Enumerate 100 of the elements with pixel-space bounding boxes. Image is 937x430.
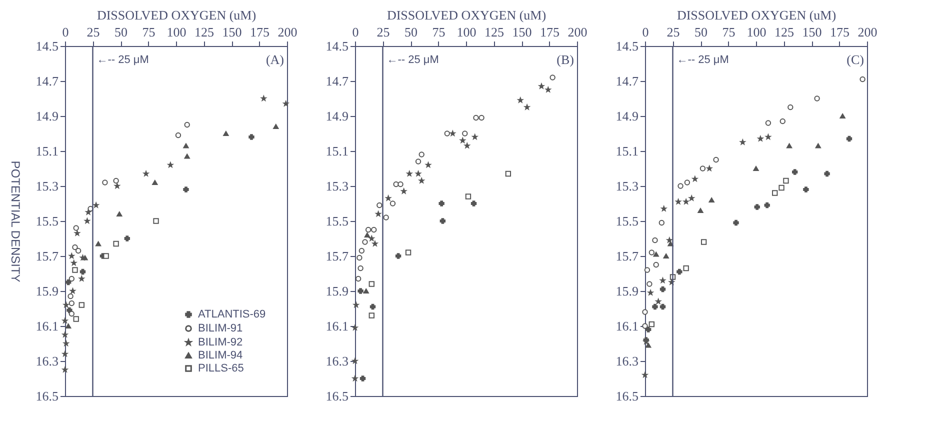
point <box>684 180 690 186</box>
x-tick-label: 125 <box>194 24 214 40</box>
point <box>783 178 789 184</box>
y-tick-label: 14.9 <box>326 108 348 124</box>
x-tick-label: 125 <box>774 24 794 40</box>
point <box>395 253 402 259</box>
point <box>223 130 229 136</box>
point <box>753 166 759 172</box>
point <box>764 202 770 208</box>
point <box>444 130 450 136</box>
point <box>642 309 648 315</box>
point <box>360 376 366 382</box>
point <box>72 267 78 273</box>
x-tick-label: 100 <box>166 24 186 40</box>
point <box>184 122 190 128</box>
point <box>470 200 477 206</box>
point <box>765 120 772 126</box>
y-tick-label: 15.1 <box>616 144 638 158</box>
legend-label: PILLS-65 <box>198 362 244 374</box>
y-tick-label: 16.5 <box>326 388 348 404</box>
point <box>184 154 190 159</box>
y-tick-label: 16.5 <box>36 388 58 404</box>
ref-line-label: ←-- 25 μM <box>96 54 149 66</box>
point <box>648 321 655 328</box>
point <box>273 124 279 130</box>
point <box>653 262 659 268</box>
x-tick-label: 0 <box>642 24 649 40</box>
x-axis-title: DISSOLVED OXYGEN (uM) <box>96 8 256 22</box>
legend-label: BILIM-92 <box>198 336 243 348</box>
point <box>113 240 119 247</box>
y-tick-label: 15.5 <box>326 214 348 228</box>
x-tick-label: 100 <box>746 24 766 40</box>
point <box>786 143 792 148</box>
legend-label: BILIM-91 <box>198 322 243 334</box>
point <box>183 186 189 192</box>
point <box>642 323 648 329</box>
point <box>550 74 556 80</box>
point <box>248 134 254 140</box>
point <box>778 184 784 191</box>
point <box>102 180 108 186</box>
x-tick-label: 25 <box>666 24 680 40</box>
x-tick-label: 25 <box>86 24 100 40</box>
y-tick-label: 15.9 <box>326 284 348 298</box>
y-tick-label: 15.3 <box>616 178 638 194</box>
point <box>358 248 365 254</box>
y-tick-label: 14.7 <box>326 74 349 88</box>
point <box>663 253 669 259</box>
point <box>175 132 182 138</box>
x-axis-title: DISSOLVED OXYGEN (uM) <box>386 8 546 22</box>
x-tick-label: 100 <box>456 24 476 40</box>
legend-label: ATLANTIS-69 <box>198 308 266 320</box>
y-tick-label: 16.1 <box>36 318 58 334</box>
y-tick-label: 15.1 <box>36 144 58 158</box>
point <box>465 194 472 200</box>
point <box>668 241 674 246</box>
point <box>700 239 707 245</box>
point <box>398 181 404 188</box>
point <box>803 186 809 192</box>
y-tick-label: 14.9 <box>36 108 58 124</box>
point <box>418 152 424 158</box>
point <box>683 198 689 204</box>
x-tick-label: 75 <box>432 24 446 40</box>
point <box>415 158 422 164</box>
point <box>78 302 84 308</box>
point <box>371 226 377 233</box>
x-tick-label: 50 <box>114 24 128 40</box>
x-axis-title: DISSOLVED OXYGEN (uM) <box>676 8 836 22</box>
point <box>713 156 719 163</box>
point <box>658 220 664 226</box>
point <box>72 244 78 250</box>
point <box>462 130 468 136</box>
point <box>82 255 88 260</box>
y-tick-label: 15.1 <box>326 144 348 158</box>
y-tick-label: 16.3 <box>616 354 638 368</box>
x-tick-label: 150 <box>802 24 822 40</box>
point <box>65 279 72 286</box>
point <box>846 136 852 142</box>
point <box>362 239 368 245</box>
y-tick-label: 14.5 <box>326 38 348 54</box>
x-tick-label: 75 <box>722 24 736 40</box>
x-tick-label: 200 <box>568 24 588 40</box>
point <box>660 286 666 292</box>
y-tick-label: 15.5 <box>36 214 58 228</box>
point <box>683 265 689 272</box>
y-tick-label: 15.7 <box>616 248 639 264</box>
point <box>678 183 684 189</box>
legend-label: BILIM-94 <box>198 350 243 362</box>
y-tick-label: 16.3 <box>36 354 58 368</box>
y-tick-label: 15.3 <box>326 178 348 194</box>
ref-line-label: ←-- 25 μM <box>386 54 439 66</box>
point <box>383 214 389 220</box>
point <box>358 288 364 294</box>
point <box>73 225 79 231</box>
point <box>733 220 739 226</box>
point <box>68 293 74 300</box>
point <box>473 114 479 121</box>
y-tick-label: 15.9 <box>616 284 638 298</box>
y-tick-label: 16.5 <box>616 388 638 404</box>
x-tick-label: 75 <box>142 24 156 40</box>
point <box>80 268 86 275</box>
